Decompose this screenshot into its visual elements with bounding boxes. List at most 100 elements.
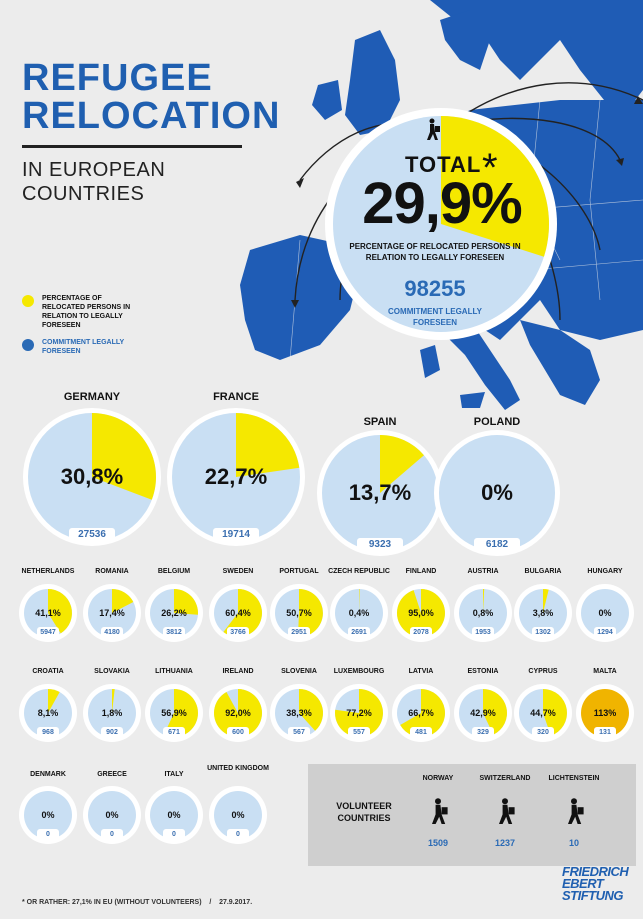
pie-slice <box>48 689 60 713</box>
country-commitment: 1294 <box>594 627 616 638</box>
country-percent: 0% <box>105 809 119 820</box>
country-name: LUXEMBOURG <box>333 668 385 675</box>
country-percent: 41,1% <box>35 607 61 618</box>
country-commitment: 320 <box>532 727 554 738</box>
pie-slice <box>543 589 549 613</box>
volunteer-name: SWITZERLAND <box>479 775 531 782</box>
subtitle-line1: IN EUROPEAN <box>22 159 166 181</box>
country-commitment: 567 <box>288 727 310 738</box>
legend-yellow-dot-icon <box>22 295 34 307</box>
pie-slice <box>483 589 485 613</box>
country-name: SLOVENIA <box>281 668 317 675</box>
pie-slice <box>335 689 384 737</box>
volunteer-box <box>308 764 636 866</box>
country-lithuania: 56,9% 671 <box>145 684 203 742</box>
country-italy: 0% 0 <box>145 786 203 844</box>
legend-commitment-label: COMMITMENT LEGALLY FORESEEN <box>42 339 125 355</box>
country-ireland: 92,0% 600 <box>209 684 267 742</box>
country-commitment: 0 <box>101 829 123 840</box>
refugee-walking-icon <box>499 798 515 824</box>
legend-blue-dot-icon <box>22 339 34 351</box>
country-name: POLAND <box>473 416 521 428</box>
country-percent: 56,9% <box>161 707 187 718</box>
fes-logo: FRIEDRICH EBERT STIFTUNG <box>562 865 636 902</box>
country-commitment: 3812 <box>163 627 185 638</box>
country-pie <box>454 684 512 742</box>
country-name: IRELAND <box>222 668 254 675</box>
footnote-text: * OR RATHER: 27,1% IN EU (WITHOUT VOLUNT… <box>22 899 202 906</box>
country-pie <box>19 786 77 844</box>
pie-background <box>439 435 555 551</box>
country-bulgaria: 3,8% 1302 <box>514 584 572 642</box>
country-name: SLOVAKIA <box>94 668 130 675</box>
country-percent: 0,8% <box>472 607 494 618</box>
country-commitment: 557 <box>348 727 370 738</box>
legend-relocated: PERCENTAGE OF RELOCATED PERSONS IN RELAT… <box>22 294 142 330</box>
country-percent: 3,8% <box>532 607 554 618</box>
country-commitment: 968 <box>37 727 59 738</box>
country-name: MALTA <box>593 668 617 675</box>
country-slovenia: 38,3% 567 <box>270 684 328 742</box>
country-commitment: 2691 <box>348 627 370 638</box>
legend-relocated-label: PERCENTAGE OF RELOCATED PERSONS IN RELAT… <box>42 295 131 329</box>
country-name: LITHUANIA <box>155 668 193 675</box>
country-portugal: 50,7% 2951 <box>270 584 328 642</box>
pie-slice <box>214 689 263 737</box>
country-finland: 95,0% 2078 <box>392 584 450 642</box>
country-commitment: 0 <box>163 829 185 840</box>
country-pie <box>83 584 141 642</box>
country-estonia: 42,9% 329 <box>454 684 512 742</box>
country-percent: 42,9% <box>470 707 496 718</box>
country-percent: 0% <box>167 809 181 820</box>
total-commitment: 98255 <box>404 276 466 301</box>
country-pie <box>514 584 572 642</box>
refugee-walking-icon <box>427 118 440 140</box>
country-slovakia: 1,8% 902 <box>83 684 141 742</box>
total-commitment-label: COMMITMENT LEGALLY FORESEEN <box>388 307 482 327</box>
country-commitment: 6182 <box>474 538 520 552</box>
pie-slice <box>543 689 568 736</box>
volunteer-commitment: 1509 <box>427 838 449 848</box>
country-name: ESTONIA <box>467 668 499 675</box>
country-pie <box>209 584 267 642</box>
country-commitment: 481 <box>410 727 432 738</box>
country-pie <box>23 408 161 546</box>
footnote: * OR RATHER: 27,1% IN EU (WITHOUT VOLUNT… <box>22 899 252 906</box>
total-description: PERCENTAGE OF RELOCATED PERSONS IN RELAT… <box>349 242 521 262</box>
pie-background <box>581 689 629 737</box>
total-star: * <box>482 146 498 190</box>
country-sweden: 60,4% 3766 <box>209 584 267 642</box>
country-austria: 0,8% 1953 <box>454 584 512 642</box>
pie-slice <box>48 589 72 634</box>
pie-background <box>24 791 72 839</box>
country-united-kingdom: 0% 0 <box>209 786 267 844</box>
total-percent: 29,9% <box>362 171 522 236</box>
country-pie <box>392 684 450 742</box>
country-pie <box>576 684 634 742</box>
country-percent: 17,4% <box>99 607 125 618</box>
legend-commitment: COMMITMENT LEGALLY FORESEEN <box>22 338 132 356</box>
country-commitment: 27536 <box>69 528 115 542</box>
country-netherlands: 41,1% 5947 <box>19 584 77 642</box>
country-pie <box>145 584 203 642</box>
page-title-line1: REFUGEE <box>22 57 213 99</box>
country-pie <box>514 684 572 742</box>
country-luxembourg: 77,2% 557 <box>330 684 388 742</box>
pie-slice <box>299 689 324 731</box>
refugee-walking-icon <box>432 798 448 824</box>
pie-slice <box>112 689 115 713</box>
country-percent: 66,7% <box>408 707 434 718</box>
country-name: CYPRUS <box>528 668 558 675</box>
country-commitment: 19714 <box>213 528 259 542</box>
country-percent: 22,7% <box>204 463 268 489</box>
country-percent: 50,7% <box>286 607 312 618</box>
country-pie <box>209 786 267 844</box>
country-percent: 77,2% <box>346 707 372 718</box>
country-name: SPAIN <box>363 416 397 428</box>
country-name: FINLAND <box>405 568 437 575</box>
country-percent: 0% <box>41 809 55 820</box>
country-hungary: 0% 1294 <box>576 584 634 642</box>
country-name: ITALY <box>164 771 184 778</box>
country-name: DENMARK <box>30 771 66 778</box>
footnote-date: 27.9.2017. <box>219 899 253 906</box>
